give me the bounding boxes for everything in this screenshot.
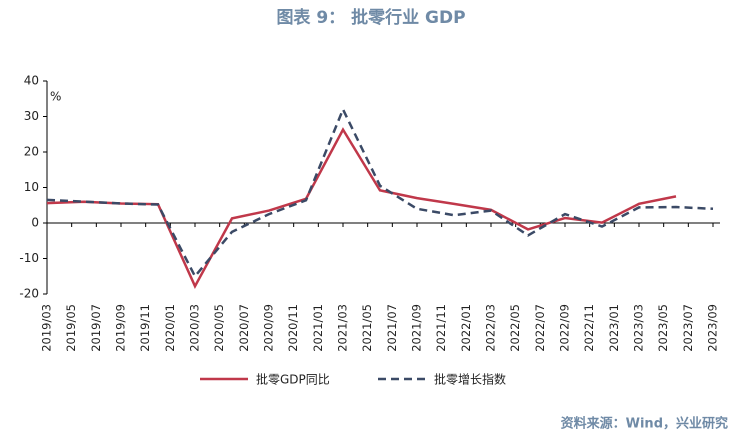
- legend-label: 批零GDP同比: [256, 372, 330, 387]
- y-tick-label: -10: [19, 251, 39, 265]
- y-tick-label: 0: [31, 216, 39, 230]
- x-tick-label: 2019/11: [138, 304, 152, 352]
- x-tick-label: 2022/09: [558, 304, 572, 352]
- x-tick-label: 2022/07: [533, 304, 547, 352]
- x-tick-label: 2023/05: [656, 304, 670, 352]
- x-tick-label: 2021/03: [336, 304, 350, 352]
- series-line: [46, 106, 714, 279]
- y-tick-label: -20: [19, 287, 39, 301]
- x-tick-label: 2021/07: [385, 304, 399, 352]
- x-tick-label: 2020/01: [163, 304, 177, 352]
- x-tick-label: 2021/09: [410, 304, 424, 352]
- x-tick-label: 2022/11: [582, 304, 596, 352]
- legend-label: 批零增长指数: [434, 372, 506, 387]
- x-tick-label: 2020/07: [237, 304, 251, 352]
- y-tick-label: 10: [24, 180, 39, 194]
- x-tick-label: 2022/01: [459, 304, 473, 352]
- y-tick-label: 20: [24, 145, 39, 159]
- x-tick-label: 2019/03: [40, 304, 54, 352]
- y-tick-label: 30: [24, 109, 39, 123]
- x-tick-label: 2020/11: [286, 304, 300, 352]
- x-tick-label: 2019/05: [64, 304, 78, 352]
- x-tick-label: 2023/01: [607, 304, 621, 352]
- x-tick-label: 2023/09: [706, 304, 720, 352]
- y-tick-label: 40: [24, 74, 39, 88]
- chart-title: 图表 9： 批零行业 GDP: [276, 7, 465, 28]
- x-tick-label: 2019/09: [114, 304, 128, 352]
- x-tick-label: 2022/05: [508, 304, 522, 352]
- x-tick-label: 2023/07: [681, 304, 695, 352]
- x-tick-label: 2022/03: [484, 304, 498, 352]
- x-tick-label: 2020/03: [188, 304, 202, 352]
- source: 资料来源：Wind，兴业研究: [561, 416, 728, 432]
- x-tick-label: 2020/05: [212, 304, 226, 352]
- x-tick-label: 2023/03: [632, 304, 646, 352]
- x-tick-label: 2021/05: [360, 304, 374, 352]
- x-tick-label: 2020/09: [262, 304, 276, 352]
- x-tick-label: 2019/07: [89, 304, 103, 352]
- series-line: [46, 127, 677, 289]
- x-tick-label: 2021/01: [311, 304, 325, 352]
- x-tick-label: 2021/11: [434, 304, 448, 352]
- y-axis-label: %: [50, 90, 61, 104]
